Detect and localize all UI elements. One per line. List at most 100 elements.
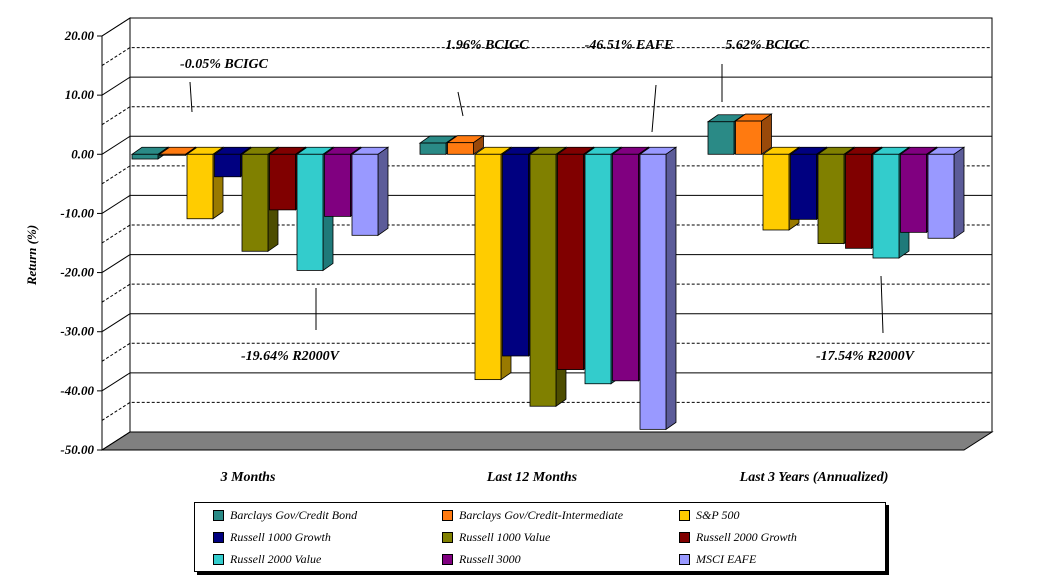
annotation-label: 5.62% BCIGC <box>725 38 809 53</box>
bar-front <box>269 153 296 211</box>
annotation-leader <box>651 84 657 133</box>
category-label: Last 12 Months <box>486 470 578 485</box>
gridline <box>101 194 992 214</box>
gridline <box>101 431 992 451</box>
legend-swatch <box>442 510 453 521</box>
bar-front <box>324 153 351 217</box>
bar <box>926 146 966 240</box>
bar-side <box>665 146 677 431</box>
bar-front <box>351 153 379 236</box>
bar <box>734 113 773 156</box>
annotations: -0.05% BCIGC 1.96% BCIGC -46.51% EAFE 5.62%… <box>180 38 916 364</box>
legend-label: Russell 3000 <box>459 552 521 566</box>
annotation-label: -0.05% BCIGC <box>180 57 269 72</box>
bar-front <box>241 153 269 252</box>
legend-item: Barclays Gov/Credit Bond <box>213 508 357 523</box>
bar-side <box>953 146 965 240</box>
legend-label: Russell 2000 Growth <box>696 530 797 544</box>
bar-front <box>557 153 584 370</box>
bar-side <box>377 146 389 237</box>
gridlines <box>101 17 992 451</box>
bar-front <box>214 153 241 178</box>
y-tick-label: -40.00 <box>60 383 94 398</box>
gridline <box>101 372 992 392</box>
legend-swatch <box>442 532 453 543</box>
gridline <box>101 401 992 421</box>
bar-front <box>584 153 612 385</box>
floor <box>100 431 994 451</box>
bar-front <box>762 153 790 231</box>
bar-front <box>790 153 817 220</box>
legend-item: MSCI EAFE <box>679 552 756 567</box>
y-tick-label: -20.00 <box>60 265 94 280</box>
bar-front <box>447 142 474 155</box>
y-axis-ticks: 20.00 10.00 0.00 -10.00 -20.00 -30.00 -40.00 -5… <box>60 28 102 457</box>
annotation-leader <box>189 81 193 113</box>
gridline <box>101 47 992 66</box>
bar-front <box>131 153 159 160</box>
legend-item: Russell 3000 <box>442 552 521 567</box>
bar <box>446 134 485 156</box>
y-tick-label: 20.00 <box>64 28 95 43</box>
bar-front <box>419 142 447 155</box>
legend-swatch <box>213 554 224 565</box>
bars <box>130 113 966 431</box>
annotation-label: -19.64% R2000V <box>241 349 341 364</box>
bar <box>706 113 746 156</box>
legend-label: Barclays Gov/Credit-Intermediate <box>459 508 624 522</box>
bar <box>638 146 678 431</box>
legend-swatch <box>442 554 453 565</box>
y-axis-label: Return (%) <box>24 225 39 286</box>
y-tick-label: 0.00 <box>71 146 94 161</box>
y-tick-label: -10.00 <box>60 205 94 220</box>
bar-side <box>761 113 772 156</box>
legend-label: S&P 500 <box>696 508 740 522</box>
gridline <box>101 313 992 333</box>
legend-item: Russell 1000 Value <box>442 530 550 545</box>
gridline <box>101 135 992 155</box>
bar-front <box>502 153 529 357</box>
y-tick-label: -50.00 <box>60 442 94 457</box>
gridline <box>101 106 992 126</box>
gridline <box>101 254 992 273</box>
bar-front <box>529 153 557 407</box>
category-label: 3 Months <box>220 470 276 485</box>
legend-item: Russell 2000 Growth <box>679 530 797 545</box>
bar-front <box>159 153 186 156</box>
gridline <box>101 283 992 303</box>
bar-front <box>639 153 667 430</box>
annotation-leader <box>880 275 884 334</box>
y-tick-label: 10.00 <box>65 87 95 102</box>
annotation-label: -46.51% EAFE <box>585 38 674 53</box>
annotation-label: -17.54% R2000V <box>816 349 916 364</box>
legend-swatch <box>679 510 690 521</box>
gridline <box>101 165 992 185</box>
legend-swatch <box>679 554 690 565</box>
legend-label: Russell 1000 Value <box>459 530 551 544</box>
y-tick-label: -30.00 <box>60 324 94 339</box>
bar-front <box>845 153 872 249</box>
bar-front <box>817 153 845 244</box>
bar-chart: 20.00 10.00 0.00 -10.00 -20.00 -30.00 -40.00 -5… <box>24 17 994 485</box>
bar-front <box>186 153 214 220</box>
gridline <box>101 76 992 96</box>
legend-item: Russell 1000 Growth <box>213 530 331 545</box>
bar-front <box>735 120 762 155</box>
bar <box>350 146 390 237</box>
gridline <box>101 342 992 362</box>
legend-label: MSCI EAFE <box>696 552 757 566</box>
legend-label: Russell 2000 Value <box>230 552 322 566</box>
annotation-leader <box>457 91 464 117</box>
bar-front <box>474 153 502 381</box>
bar-front <box>872 153 900 259</box>
legend-swatch <box>213 510 224 521</box>
legend: Barclays Gov/Credit Bond Barclays Gov/Cre… <box>194 502 886 572</box>
legend-label: Barclays Gov/Credit Bond <box>230 508 358 522</box>
gridline <box>101 224 992 244</box>
bar-front <box>927 153 955 239</box>
bar-front <box>612 153 639 382</box>
bar-front <box>900 153 927 233</box>
gridline <box>101 17 992 37</box>
legend-swatch <box>213 532 224 543</box>
bar-front <box>296 153 324 271</box>
